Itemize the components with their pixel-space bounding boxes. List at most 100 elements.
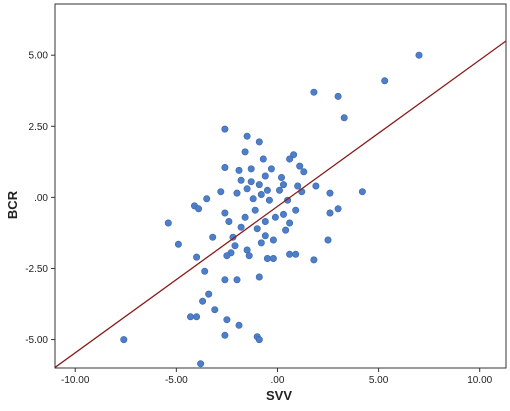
data-point-75 <box>221 276 229 284</box>
data-point-17 <box>300 168 308 176</box>
data-point-24 <box>294 182 302 190</box>
data-point-40 <box>195 205 203 213</box>
data-point-58 <box>261 232 269 240</box>
data-point-12 <box>221 164 229 172</box>
data-point-51 <box>261 218 269 226</box>
data-point-37 <box>265 196 273 204</box>
data-point-84 <box>235 321 243 329</box>
data-point-35 <box>203 195 211 203</box>
data-point-2 <box>310 88 318 96</box>
data-point-69 <box>269 255 277 263</box>
data-point-21 <box>247 178 255 186</box>
data-point-11 <box>286 155 294 163</box>
data-point-22 <box>255 181 263 189</box>
data-point-67 <box>245 252 253 260</box>
data-point-62 <box>231 242 239 250</box>
data-point-31 <box>257 191 265 199</box>
data-point-30 <box>233 189 241 197</box>
data-point-10 <box>290 151 298 159</box>
data-point-76 <box>233 276 241 284</box>
data-point-52 <box>286 219 294 227</box>
data-point-47 <box>279 210 287 218</box>
data-point-7 <box>255 138 263 146</box>
x-tick-label-0: -10.00 <box>61 375 90 386</box>
data-point-73 <box>193 253 201 261</box>
data-point-33 <box>326 189 334 197</box>
y-tick-label-4: -5.00 <box>25 335 48 346</box>
data-point-89 <box>197 360 205 368</box>
data-point-19 <box>277 174 285 182</box>
data-point-45 <box>241 213 249 221</box>
data-point-82 <box>193 313 201 321</box>
data-point-36 <box>249 195 257 203</box>
fit-line <box>55 40 506 368</box>
data-point-87 <box>255 336 263 344</box>
data-point-28 <box>275 186 283 194</box>
data-point-88 <box>120 336 128 344</box>
data-point-5 <box>221 125 229 133</box>
plot-frame <box>54 3 507 369</box>
data-point-53 <box>237 223 245 231</box>
data-point-77 <box>255 273 263 281</box>
data-point-44 <box>334 205 342 213</box>
data-point-0 <box>415 51 423 59</box>
y-tick-label-3: -2.50 <box>25 264 48 275</box>
data-point-48 <box>326 209 334 217</box>
data-point-63 <box>257 239 265 247</box>
data-point-3 <box>334 92 342 100</box>
data-point-79 <box>199 297 207 305</box>
data-point-85 <box>221 331 229 339</box>
data-point-43 <box>292 206 300 214</box>
data-point-8 <box>241 148 249 156</box>
data-point-59 <box>269 236 277 244</box>
data-point-46 <box>271 213 279 221</box>
data-point-27 <box>263 186 271 194</box>
data-point-68 <box>263 255 271 263</box>
data-point-54 <box>253 225 261 233</box>
data-point-23 <box>279 181 287 189</box>
x-tick-label-4: 10.00 <box>467 375 492 386</box>
y-tick-label-2: .00 <box>34 193 48 204</box>
data-point-71 <box>292 250 300 258</box>
data-point-61 <box>174 240 182 248</box>
y-axis-title: BCR <box>5 190 20 219</box>
data-point-13 <box>235 166 243 174</box>
data-point-72 <box>310 256 318 264</box>
y-tick-label-0: 5.00 <box>29 51 49 62</box>
data-point-34 <box>358 188 366 196</box>
data-point-49 <box>164 219 172 227</box>
data-point-14 <box>247 165 255 173</box>
data-point-80 <box>211 306 219 314</box>
x-tick-label-2: .00 <box>271 375 285 386</box>
data-point-65 <box>223 252 231 260</box>
y-tick-label-1: 2.50 <box>29 122 49 133</box>
data-point-83 <box>223 316 231 324</box>
data-point-74 <box>201 267 209 275</box>
x-tick-label-3: 5.00 <box>369 375 389 386</box>
data-point-1 <box>381 77 389 85</box>
data-point-57 <box>229 233 237 241</box>
x-axis-title: SVV <box>266 388 292 403</box>
data-point-81 <box>187 313 195 321</box>
data-point-20 <box>237 176 245 184</box>
data-point-9 <box>259 155 267 163</box>
data-point-60 <box>324 236 332 244</box>
data-point-18 <box>261 172 269 180</box>
data-point-16 <box>296 162 304 170</box>
data-point-78 <box>205 290 213 298</box>
data-point-50 <box>225 218 233 226</box>
x-tick-label-1: -5.00 <box>165 375 188 386</box>
axes: -10.00 -5.00 .00 5.00 10.00 5.00 2.50 .00 -2.50 -… <box>25 3 507 386</box>
data-point-41 <box>221 209 229 217</box>
data-point-70 <box>286 250 294 258</box>
data-point-26 <box>243 185 251 193</box>
data-point-42 <box>251 206 259 214</box>
data-point-56 <box>209 233 217 241</box>
plot-area <box>55 40 506 368</box>
data-point-29 <box>217 188 225 196</box>
data-point-25 <box>312 182 320 190</box>
data-point-55 <box>282 226 290 234</box>
